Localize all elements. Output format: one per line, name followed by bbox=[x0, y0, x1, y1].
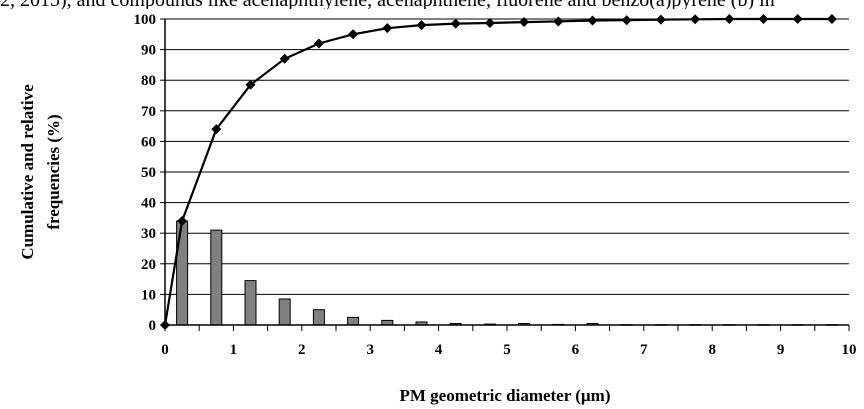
x-axis-title: PM geometric diameter (µm) bbox=[399, 386, 610, 405]
cumulative-point-8 bbox=[416, 20, 427, 31]
y-tick-label-90: 90 bbox=[141, 43, 156, 59]
cumulative-point-13 bbox=[587, 15, 598, 26]
x-tick-label-5: 5 bbox=[503, 342, 511, 358]
x-tick-label-1: 1 bbox=[230, 342, 238, 358]
bar-0 bbox=[176, 220, 189, 326]
y-tick-label-10: 10 bbox=[141, 287, 156, 303]
y-axis-title-line-2: frequencies (%) bbox=[44, 114, 63, 229]
cumulative-point-10 bbox=[484, 17, 495, 28]
relative-frequency-bars bbox=[176, 220, 838, 326]
cumulative-point-17 bbox=[724, 14, 735, 24]
bar-2 bbox=[244, 280, 257, 326]
y-tick-label-20: 20 bbox=[141, 257, 156, 273]
cumulative-point-14 bbox=[621, 15, 632, 26]
y-tick-label-100: 100 bbox=[134, 12, 157, 28]
bar-3 bbox=[278, 298, 291, 326]
y-tick-label-50: 50 bbox=[141, 165, 156, 181]
cropped-caption-text: 2, 2015), and compounds like acenaphthyl… bbox=[0, 0, 864, 9]
cumulative-point-16 bbox=[690, 14, 701, 25]
y-tick-label-0: 0 bbox=[149, 318, 157, 334]
x-tick-label-2: 2 bbox=[298, 342, 306, 358]
bar-5 bbox=[347, 316, 360, 326]
tick-labels: 0 10 20 30 40 50 60 70 80 90 100 0 1 2 3 4 5 6 7 8 9 10 bbox=[134, 12, 857, 358]
cumulative-point-7 bbox=[382, 23, 393, 34]
y-tick-label-30: 30 bbox=[141, 226, 156, 242]
cumulative-point-0 bbox=[160, 320, 170, 330]
y-tick-label-40: 40 bbox=[141, 196, 156, 212]
x-tick-label-6: 6 bbox=[572, 342, 580, 358]
cumulative-point-15 bbox=[655, 14, 666, 25]
cumulative-point-2 bbox=[211, 124, 222, 135]
cumulative-point-20 bbox=[826, 14, 837, 24]
bar-4 bbox=[312, 309, 325, 326]
x-tick-label-0: 0 bbox=[161, 342, 169, 358]
cumulative-frequency-line bbox=[160, 14, 837, 330]
cumulative-point-6 bbox=[348, 29, 359, 40]
bar-1 bbox=[210, 229, 223, 326]
x-tick-label-7: 7 bbox=[640, 342, 648, 358]
x-tick-label-10: 10 bbox=[842, 342, 857, 358]
axes bbox=[160, 18, 850, 331]
cumulative-point-5 bbox=[313, 38, 324, 49]
y-tick-label-80: 80 bbox=[141, 73, 156, 89]
x-tick-label-4: 4 bbox=[435, 342, 443, 358]
cumulative-point-19 bbox=[792, 14, 803, 24]
cumulative-point-4 bbox=[279, 53, 290, 64]
x-tick-label-9: 9 bbox=[777, 342, 785, 358]
x-tick-label-3: 3 bbox=[366, 342, 374, 358]
cumulative-point-18 bbox=[758, 14, 769, 24]
y-axis-title-line-1: Cumulative and relative bbox=[18, 84, 37, 260]
x-tick-label-8: 8 bbox=[708, 342, 716, 358]
cumulative-point-9 bbox=[450, 18, 461, 29]
cumulative-point-1 bbox=[177, 215, 188, 226]
y-tick-label-70: 70 bbox=[141, 104, 156, 120]
gridlines bbox=[165, 18, 849, 295]
cumulative-point-11 bbox=[519, 17, 530, 28]
y-tick-label-60: 60 bbox=[141, 134, 156, 150]
cumulative-point-12 bbox=[553, 16, 564, 27]
cumulative-point-3 bbox=[245, 79, 256, 90]
